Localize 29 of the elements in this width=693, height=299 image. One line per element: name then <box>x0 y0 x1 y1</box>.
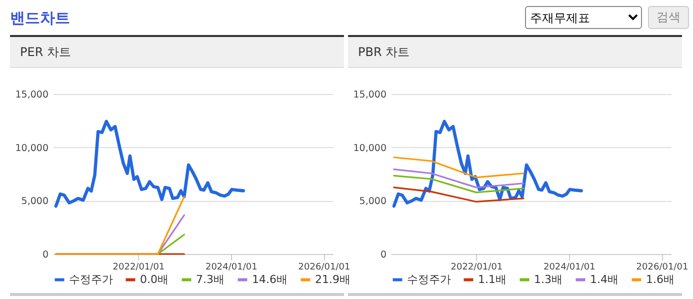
legend-label: 14.6배 <box>252 272 288 286</box>
legend-label: 수정주가 <box>407 272 451 286</box>
legend-label: 1.1배 <box>478 272 506 286</box>
legend-label: 7.3배 <box>196 272 224 286</box>
x-tick-label: 2026/01/01 <box>636 262 688 272</box>
chart-title: PBR 차트 <box>348 35 682 68</box>
legend-label: 1.3배 <box>534 272 562 286</box>
y-tick-label: 0 <box>42 250 48 260</box>
y-tick-label: 15,000 <box>15 90 48 100</box>
y-tick-label: 10,000 <box>353 142 386 154</box>
text: 밴드차트 <box>10 9 70 28</box>
y-tick-label: 10,000 <box>15 142 48 154</box>
x-tick-label: 2026/01/01 <box>298 262 350 272</box>
x-tick-label: 2024/01/01 <box>543 262 596 272</box>
x-tick-label: 2022/01/01 <box>112 262 165 272</box>
x-tick-label: 2022/01/01 <box>450 262 503 272</box>
legend-label: 0.0배 <box>140 272 168 286</box>
dropdown-field: 주재무제표 <box>525 6 642 29</box>
y-tick-label: 15,000 <box>353 90 386 100</box>
x-tick-label: 2024/01/01 <box>205 262 258 272</box>
legend-label: 1.4배 <box>590 272 618 286</box>
y-tick-label: 5,000 <box>21 196 48 208</box>
legend-label: 21.9배 <box>315 272 350 286</box>
y-tick-label: 5,000 <box>359 196 386 208</box>
legend-label: 1.6배 <box>646 272 674 286</box>
legend-label: 수정주가 <box>69 272 113 286</box>
chart-title: PER 차트 <box>10 35 344 68</box>
search-button: 검색 <box>648 6 689 29</box>
y-tick-label: 0 <box>380 250 386 260</box>
